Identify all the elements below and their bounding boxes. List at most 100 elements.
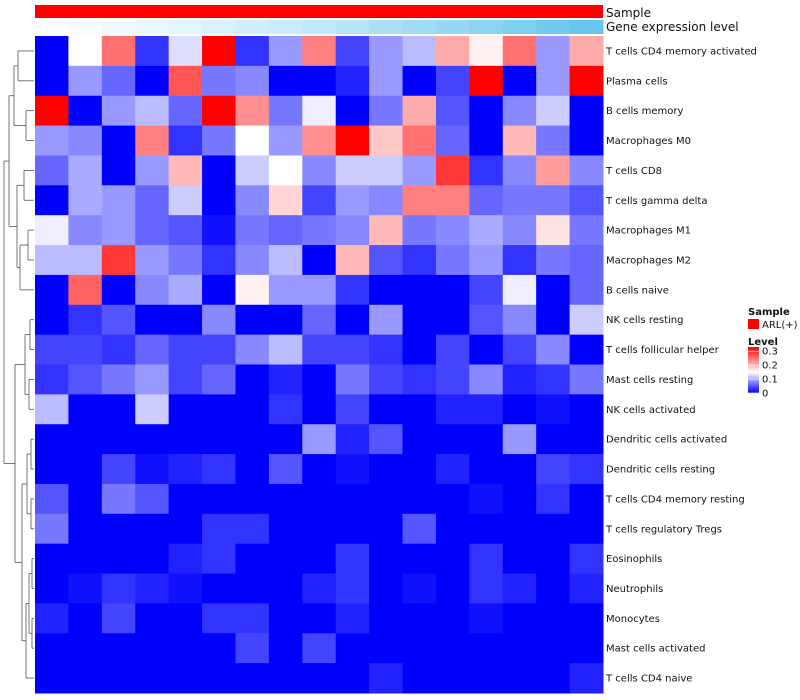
heatmap-cell <box>235 334 270 365</box>
heatmap-cell <box>369 483 404 515</box>
heatmap-cell <box>335 245 370 276</box>
heatmap-cell <box>168 573 203 604</box>
heatmap-cell <box>402 215 437 246</box>
heatmap-cell <box>101 334 136 365</box>
heatmap-cell <box>402 543 437 575</box>
heatmap-cell <box>35 65 69 97</box>
heatmap-cell <box>335 573 370 604</box>
heatmap-cell <box>68 573 103 604</box>
heatmap-cell <box>502 334 537 365</box>
heatmap-cell <box>135 274 170 306</box>
heatmap-cell <box>469 424 504 455</box>
heatmap-cell <box>536 543 571 575</box>
heatmap-cell <box>435 513 470 545</box>
heatmap-cell <box>302 454 337 485</box>
heatmap-cell <box>168 125 203 156</box>
heatmap-cell <box>502 394 537 425</box>
heatmap-cell <box>502 454 537 485</box>
heatmap-cell <box>536 483 571 515</box>
heatmap-cell <box>68 603 103 634</box>
heatmap-cell <box>101 95 136 127</box>
heatmap-cell <box>268 185 303 216</box>
row-label: Macrophages M2 <box>606 255 691 266</box>
heatmap-cell <box>469 65 504 97</box>
heatmap-cell <box>35 125 69 156</box>
heatmap-cell <box>268 603 303 634</box>
heatmap-cell <box>402 424 437 455</box>
heatmap-cell <box>168 364 203 395</box>
heatmap-cell <box>268 304 303 336</box>
heatmap-cell <box>502 185 537 216</box>
heatmap-cell <box>302 95 337 127</box>
heatmap-cell <box>402 483 437 515</box>
row-label: NK cells activated <box>606 405 696 416</box>
heatmap-cell <box>435 663 470 694</box>
gene-expression-annotation-cell <box>235 20 270 34</box>
heatmap-cell <box>469 245 504 276</box>
heatmap-cell <box>135 573 170 604</box>
heatmap-cell <box>402 155 437 186</box>
heatmap-cell <box>536 424 571 455</box>
heatmap-cell <box>35 483 69 515</box>
heatmap-cell <box>502 125 537 156</box>
heatmap-cell <box>469 274 504 306</box>
heatmap-cell <box>369 603 404 634</box>
heatmap-cell <box>569 663 604 694</box>
heatmap-cell <box>68 95 103 127</box>
heatmap-cell <box>268 364 303 395</box>
heatmap-cell <box>101 513 136 545</box>
row-label: Monocytes <box>606 614 660 625</box>
heatmap-cell <box>369 65 404 97</box>
gene-expression-annotation-cell <box>402 20 437 34</box>
heatmap-cell <box>536 245 571 276</box>
heatmap-cell <box>335 513 370 545</box>
heatmap-cell <box>68 274 103 306</box>
heatmap-cell <box>569 36 604 67</box>
heatmap-cell <box>469 543 504 575</box>
heatmap-cell <box>268 155 303 186</box>
row-label: NK cells resting <box>606 315 683 326</box>
heatmap-cell <box>536 573 571 604</box>
heatmap-cell <box>202 454 236 485</box>
heatmap-cell <box>335 185 370 216</box>
heatmap-cell <box>469 663 504 694</box>
heatmap-cell <box>469 603 504 634</box>
heatmap-cell <box>68 633 103 664</box>
heatmap-cell <box>569 215 604 246</box>
heatmap-cell <box>435 573 470 604</box>
gene-expression-annotation-cell <box>536 20 571 34</box>
heatmap-cell <box>569 424 604 455</box>
heatmap-cell <box>268 95 303 127</box>
row-label: Mast cells activated <box>606 644 705 655</box>
heatmap-cell <box>202 483 236 515</box>
heatmap-cell <box>536 603 571 634</box>
heatmap-cell <box>536 663 571 694</box>
heatmap-cell <box>435 633 470 664</box>
heatmap-cell <box>536 334 571 365</box>
gene-expression-annotation-cell <box>68 20 103 34</box>
heatmap-cell <box>235 125 270 156</box>
heatmap-cell <box>68 334 103 365</box>
heatmap-cell <box>268 424 303 455</box>
heatmap-cell <box>435 125 470 156</box>
heatmap-cell <box>569 394 604 425</box>
row-label: B cells naive <box>606 285 669 296</box>
heatmap-cell <box>202 95 236 127</box>
heatmap-cell <box>202 334 236 365</box>
heatmap-cell <box>435 274 470 306</box>
heatmap-cell <box>502 155 537 186</box>
heatmap-cell <box>101 543 136 575</box>
heatmap-cell <box>569 334 604 365</box>
row-label: T cells follicular helper <box>605 345 720 356</box>
row-label: T cells CD4 naive <box>605 674 692 685</box>
row-label: Dendritic cells resting <box>606 465 715 476</box>
heatmap-cell <box>469 483 504 515</box>
heatmap-cell <box>435 155 470 186</box>
heatmap-cell <box>135 185 170 216</box>
heatmap-cell <box>135 513 170 545</box>
row-label: Eosinophils <box>606 554 662 565</box>
row-label: T cells regulatory Tregs <box>605 524 722 535</box>
heatmap-cell <box>435 95 470 127</box>
heatmap-cell <box>335 125 370 156</box>
heatmap-cell <box>402 274 437 306</box>
